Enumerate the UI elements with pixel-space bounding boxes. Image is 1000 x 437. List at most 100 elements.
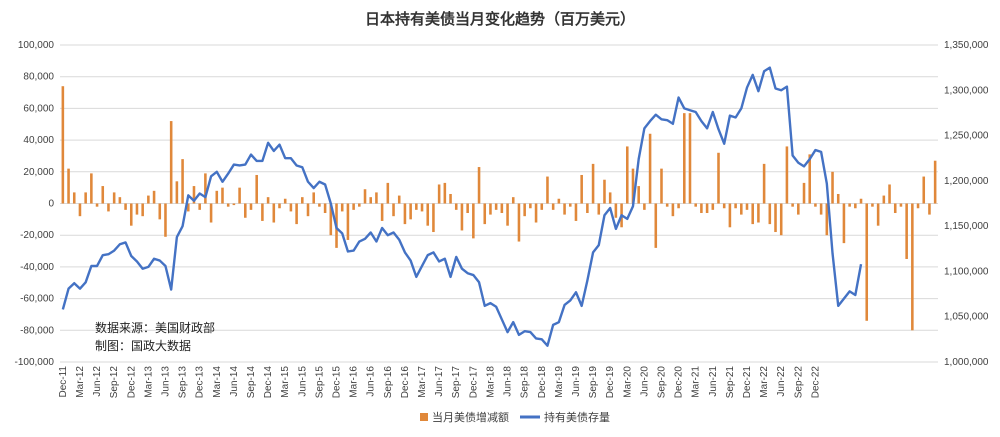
x-axis-ticks: Dec-11 Mar-12 Jun-12 Sep-12 Dec-12 Mar-13 Jun-…	[58, 366, 822, 399]
bar	[671, 203, 675, 217]
bar	[352, 203, 355, 210]
x-axis-tick: Jun-12	[92, 366, 103, 397]
bar	[705, 203, 709, 214]
bar	[517, 203, 521, 242]
bar	[551, 203, 555, 210]
bar	[665, 203, 669, 207]
bar	[893, 203, 897, 214]
x-axis-tick: Dec-18	[537, 366, 548, 399]
bar	[905, 203, 908, 259]
bar	[158, 203, 162, 220]
bar	[854, 203, 857, 209]
bar	[181, 159, 184, 204]
x-axis-tick: Dec-21	[742, 366, 753, 399]
x-axis-tick: Mar-13	[143, 366, 154, 398]
bar	[261, 203, 264, 221]
right-axis-tick: 1,000,000	[944, 357, 989, 368]
bar	[466, 203, 469, 214]
left-axis-tick: -40,000	[20, 262, 54, 273]
bar	[90, 173, 93, 204]
bar	[289, 203, 293, 212]
bar	[249, 203, 253, 210]
x-axis-tick: Sep-19	[588, 366, 599, 399]
bar	[797, 203, 800, 215]
x-axis-tick: Jun-19	[571, 366, 582, 397]
x-axis-tick: Sep-17	[451, 366, 462, 399]
bar	[717, 152, 720, 204]
bar	[95, 203, 99, 207]
x-axis-tick: Jun-21	[708, 366, 719, 397]
bar	[477, 167, 481, 204]
x-axis-tick: Sep-21	[725, 366, 736, 399]
bar	[688, 113, 692, 204]
x-axis-tick: Jun-13	[160, 366, 171, 397]
bar	[899, 203, 903, 207]
stock-line	[61, 66, 863, 347]
x-axis-tick: Sep-12	[109, 366, 120, 399]
bar	[255, 174, 258, 204]
bar	[84, 192, 87, 204]
bar	[648, 133, 652, 204]
bar	[568, 203, 572, 207]
bar	[358, 203, 361, 207]
bar	[882, 195, 886, 204]
x-axis-tick: Dec-15	[332, 366, 343, 399]
bar	[152, 190, 156, 204]
bar	[637, 186, 640, 204]
x-axis-tick: Jun-22	[776, 366, 787, 397]
bar	[745, 203, 749, 210]
left-axis-tick: -20,000	[20, 230, 54, 241]
bar	[916, 203, 920, 209]
x-axis-tick: Mar-18	[485, 366, 496, 398]
bar	[437, 184, 441, 204]
bar	[734, 203, 737, 209]
x-axis-tick: Dec-13	[195, 366, 206, 399]
bar	[511, 197, 515, 204]
x-axis-tick: Sep-18	[520, 366, 531, 399]
bar	[323, 203, 327, 214]
bar	[836, 193, 840, 204]
legend-bar-label: 当月美债增减额	[432, 410, 509, 424]
bar	[129, 203, 133, 226]
bar	[432, 203, 435, 233]
left-axis-tick: 80,000	[23, 72, 54, 83]
bar	[779, 203, 783, 236]
bar	[443, 182, 447, 204]
x-axis-tick: Jun-15	[297, 366, 308, 397]
bar	[814, 203, 817, 207]
bar	[534, 203, 538, 223]
bar	[785, 146, 789, 204]
bar	[643, 203, 646, 210]
bar	[654, 203, 658, 248]
bar	[454, 203, 458, 210]
left-axis-tick: -100,000	[15, 357, 55, 368]
bar	[603, 179, 606, 204]
bar	[762, 163, 766, 204]
bar	[711, 203, 715, 210]
bar	[386, 182, 390, 204]
bar	[597, 203, 601, 215]
bar	[198, 203, 201, 210]
bar-series	[61, 86, 937, 331]
bar	[631, 168, 635, 204]
x-axis-tick: Mar-12	[75, 366, 86, 398]
bar	[61, 86, 65, 204]
bar	[369, 197, 373, 204]
bar	[563, 203, 566, 215]
bar	[164, 203, 167, 237]
x-axis-tick: Dec-17	[468, 366, 479, 399]
x-axis-tick: Dec-19	[605, 366, 616, 399]
right-axis-tick: 1,200,000	[944, 176, 989, 187]
bar	[819, 203, 823, 215]
bar	[460, 203, 464, 231]
bar	[426, 203, 430, 226]
bar	[831, 171, 834, 204]
bar	[403, 203, 407, 225]
right-axis-ticks: 1,000,000 1,050,000 1,100,000 1,150,000 1,20…	[944, 40, 989, 368]
right-axis-tick: 1,050,000	[944, 312, 989, 323]
chart-title: 日本持有美债当月变化趋势（百万美元）	[365, 10, 635, 28]
bar	[580, 174, 583, 204]
x-axis-tick: Mar-19	[554, 366, 565, 398]
source-note-line2: 制图：国政大数据	[95, 338, 191, 353]
x-axis-tick: Sep-22	[793, 366, 804, 399]
